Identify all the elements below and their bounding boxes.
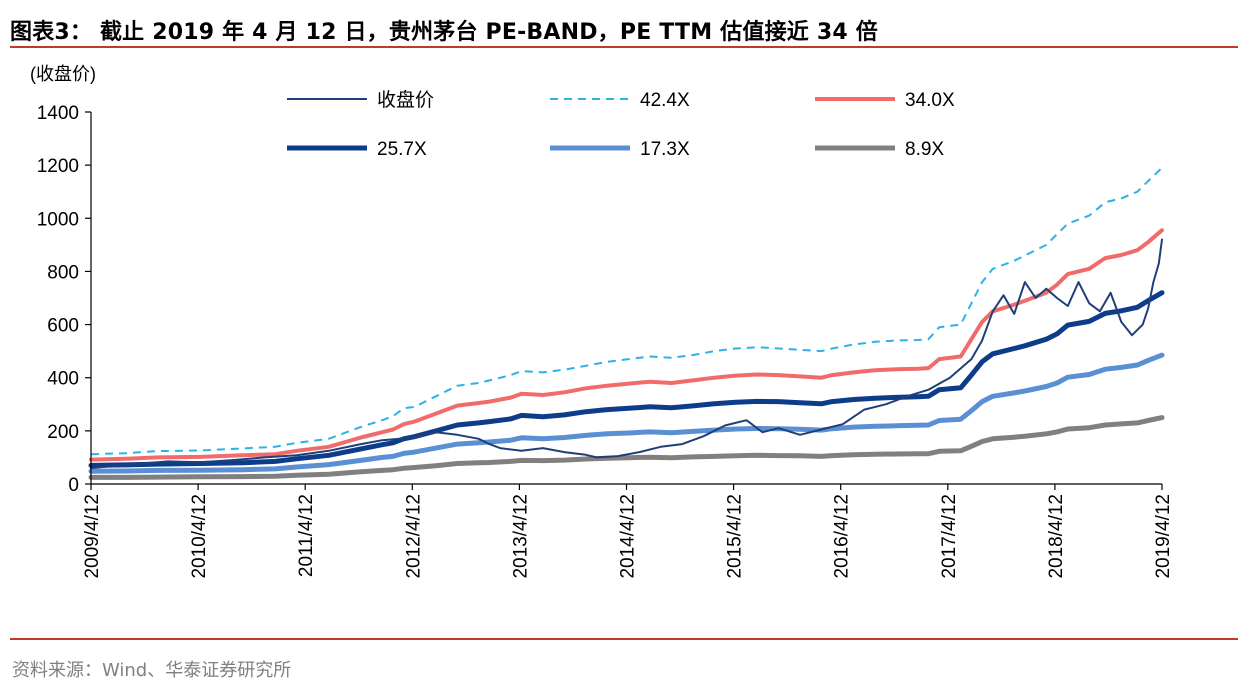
x-tick-label: 2012/4/12 <box>403 494 424 579</box>
y-tick-label: 1000 <box>37 209 79 230</box>
bottom-rule <box>10 638 1238 640</box>
x-tick-label: 2017/4/12 <box>939 494 960 579</box>
x-tick-label: 2014/4/12 <box>618 494 639 579</box>
x-tick-label: 2009/4/12 <box>82 494 103 579</box>
top-rule <box>10 46 1238 48</box>
series-line-25-7x <box>88 290 1165 468</box>
legend: 收盘价 42.4X 34.0X 25.7X 17.3X 8.9X <box>287 89 955 160</box>
series-line-34-0x <box>89 228 1164 462</box>
x-tick-label: 2016/4/12 <box>832 494 853 579</box>
y-axis-label: (收盘价) <box>30 64 96 84</box>
x-tick-label: 2019/4/12 <box>1153 494 1174 579</box>
legend-label: 收盘价 <box>377 89 434 111</box>
source-note: 资料来源：Wind、华泰证券研究所 <box>12 660 292 681</box>
figure-title: 图表3： 截止 2019 年 4 月 12 日，贵州茅台 PE-BAND，PE … <box>10 20 878 45</box>
axes-layer: (收盘价) 0 200 400 600 800 1000 1200 1400 2009/4/12 2… <box>30 64 1174 579</box>
legend-label: 42.4X <box>640 90 690 111</box>
x-tick-label: 2013/4/12 <box>510 494 531 579</box>
legend-label: 8.9X <box>905 139 944 160</box>
y-tick-label: 800 <box>47 262 79 283</box>
legend-label: 34.0X <box>905 90 955 111</box>
legend-label: 25.7X <box>377 139 427 160</box>
series-line-42-4x <box>90 167 1163 456</box>
x-tick-label: 2010/4/12 <box>189 494 210 579</box>
pe-band-chart: (收盘价) 0 200 400 600 800 1000 1200 1400 2009/4/12 2… <box>30 64 1174 579</box>
legend-label: 17.3X <box>640 139 690 160</box>
y-tick-label: 200 <box>47 422 79 443</box>
x-tick-label: 2015/4/12 <box>725 494 746 579</box>
y-tick-label: 400 <box>47 369 79 390</box>
series-line-8-9x <box>88 415 1165 480</box>
series-line-close-price <box>90 238 1163 470</box>
y-tick-label: 600 <box>47 316 79 337</box>
y-tick-label: 1400 <box>37 103 79 124</box>
y-tick-label: 1200 <box>37 156 79 177</box>
x-tick-label: 2018/4/12 <box>1046 494 1067 579</box>
series-layer <box>88 167 1165 480</box>
x-tick-label: 2011/4/12 <box>296 494 317 577</box>
y-tick-label: 0 <box>68 475 79 496</box>
